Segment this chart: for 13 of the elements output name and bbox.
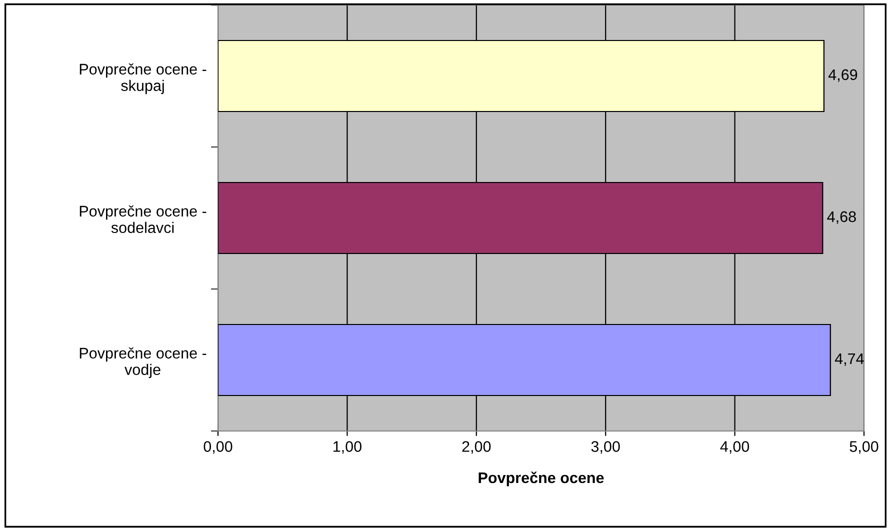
data-label: 4,69	[828, 69, 858, 82]
x-tick-label: 0,00	[204, 441, 232, 454]
data-label: 4,74	[834, 353, 864, 366]
y-tick-label: Povprečne ocene - skupaj	[80, 63, 206, 94]
x-tick-label: 1,00	[334, 441, 362, 454]
x-axis-title: Povprečne ocene	[478, 472, 604, 486]
x-tick-label: 5,00	[850, 441, 878, 454]
data-label: 4,68	[827, 211, 856, 224]
y-tick-label: Povprečne ocene - sodelavci	[80, 205, 206, 234]
x-tick-label: 4,00	[720, 441, 750, 454]
x-tick-label: 3,00	[591, 441, 620, 454]
y-tick-label: Povprečne ocene - vodje	[80, 347, 206, 378]
x-tick-label: 2,00	[462, 441, 491, 454]
